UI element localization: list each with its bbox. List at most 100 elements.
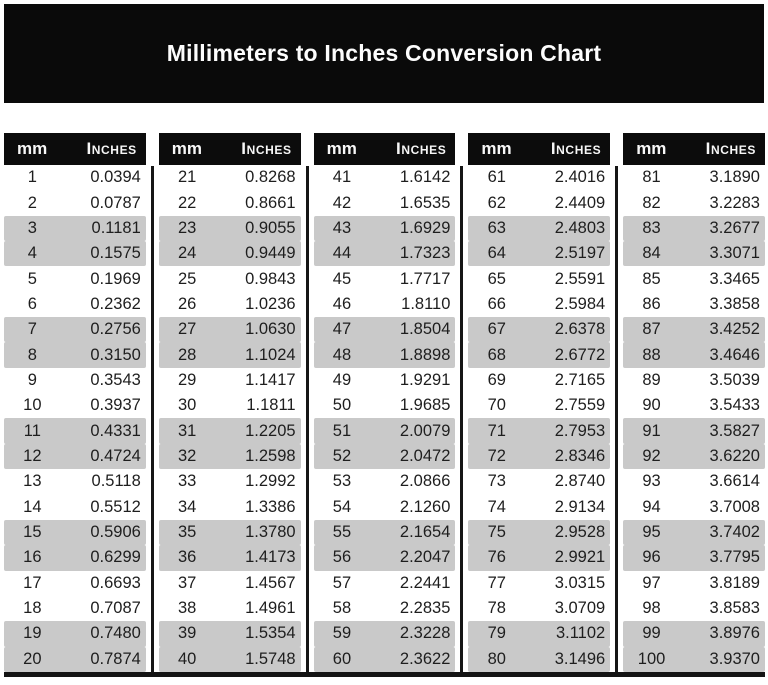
table-row: 85 3.3465 bbox=[623, 266, 765, 291]
rows-group-5: 81 3.1890 82 3.2283 83 3.2677 84 3.3071 85 3.3465… bbox=[623, 165, 765, 672]
inches-value: 3.7402 bbox=[709, 522, 760, 541]
table-row: 96 3.7795 bbox=[623, 545, 765, 571]
table-row: 25 0.9843 bbox=[159, 266, 301, 291]
column-group-1: mm Inches 1 0.0394 2 0.0787 3 0.1181 4 0.1575 5 0… bbox=[4, 133, 146, 672]
table-row: 83 3.2677 bbox=[623, 215, 765, 242]
inches-value: 2.5591 bbox=[554, 269, 606, 288]
mm-value: 58 bbox=[332, 599, 352, 618]
table-row: 37 1.4567 bbox=[159, 571, 301, 596]
inches-value: 0.6299 bbox=[90, 548, 141, 567]
table-row: 63 2.4803 bbox=[468, 215, 611, 242]
table-row: 86 3.3858 bbox=[623, 292, 765, 317]
inches-value: 0.3150 bbox=[90, 345, 141, 364]
mm-value: 15 bbox=[23, 522, 42, 541]
mm-value: 21 bbox=[177, 168, 197, 187]
table-row: 35 1.3780 bbox=[158, 519, 301, 546]
table-row: 13 0.5118 bbox=[4, 469, 146, 494]
inches-value: 3.2283 bbox=[709, 193, 760, 212]
mm-value: 91 bbox=[642, 421, 661, 440]
mm-value: 10 bbox=[23, 396, 42, 415]
table-row: 74 2.9134 bbox=[468, 494, 610, 519]
inches-value: 1.7323 bbox=[399, 244, 451, 263]
mm-value: 88 bbox=[642, 345, 661, 364]
mm-value: 46 bbox=[332, 294, 352, 313]
inches-value: 2.7165 bbox=[554, 370, 606, 389]
mm-header-label: mm bbox=[17, 139, 48, 158]
mm-value: 38 bbox=[177, 599, 197, 618]
mm-value: 99 bbox=[642, 624, 661, 643]
table-row: 14 0.5512 bbox=[4, 494, 146, 519]
inches-value: 2.4016 bbox=[554, 168, 606, 187]
table-row: 4 0.1575 bbox=[4, 241, 146, 267]
inches-value: 0.7874 bbox=[90, 649, 141, 668]
inches-value: 2.9921 bbox=[554, 548, 606, 567]
mm-value: 13 bbox=[23, 472, 42, 491]
table-row: 41 1.6142 bbox=[314, 165, 456, 190]
inches-value: 1.3386 bbox=[245, 497, 296, 516]
table-row: 56 2.2047 bbox=[313, 545, 456, 571]
mm-value: 71 bbox=[487, 421, 506, 440]
mm-value: 79 bbox=[487, 624, 506, 643]
mm-value: 39 bbox=[177, 624, 197, 643]
mm-value: 57 bbox=[332, 573, 352, 592]
table-row: 48 1.8898 bbox=[313, 342, 456, 368]
inches-value: 3.8189 bbox=[709, 573, 760, 592]
inches-value: 3.9370 bbox=[709, 649, 760, 668]
mm-value: 81 bbox=[642, 168, 661, 187]
mm-header-label: mm bbox=[326, 139, 357, 158]
mm-value: 48 bbox=[332, 345, 352, 364]
inches-value: 1.6142 bbox=[399, 168, 451, 187]
inches-value: 1.8110 bbox=[401, 294, 451, 313]
inches-value: 2.6378 bbox=[554, 320, 606, 339]
inches-value: 1.8504 bbox=[399, 320, 451, 339]
table-row: 33 1.2992 bbox=[159, 469, 301, 494]
column-group-2: mm Inches 21 0.8268 22 0.8661 23 0.9055 24 0.94… bbox=[158, 133, 301, 672]
table-row: 11 0.4331 bbox=[4, 418, 146, 444]
mm-value: 72 bbox=[487, 446, 506, 465]
inches-value: 0.1969 bbox=[90, 269, 141, 288]
group-separator bbox=[455, 133, 468, 672]
table-row: 91 3.5827 bbox=[623, 418, 765, 444]
mm-value: 63 bbox=[487, 218, 506, 237]
inches-value: 3.2677 bbox=[709, 218, 760, 237]
inches-value: 1.1024 bbox=[245, 345, 296, 364]
table-row: 94 3.7008 bbox=[623, 494, 765, 519]
mm-value: 55 bbox=[332, 522, 352, 541]
table-row: 12 0.4724 bbox=[4, 443, 146, 470]
mm-value: 28 bbox=[177, 345, 197, 364]
inches-value: 0.2756 bbox=[90, 320, 141, 339]
inches-value: 0.3543 bbox=[90, 370, 141, 389]
inches-value: 3.4646 bbox=[709, 345, 760, 364]
column-group-3: mm Inches 41 1.6142 42 1.6535 43 1.6929 44 1.73… bbox=[313, 133, 456, 672]
table-row: 45 1.7717 bbox=[314, 266, 456, 291]
inches-value: 2.0079 bbox=[399, 421, 451, 440]
inches-value: 2.0866 bbox=[399, 472, 451, 491]
mm-value: 96 bbox=[642, 548, 661, 567]
inches-value: 0.9055 bbox=[245, 218, 296, 237]
table-row: 38 1.4961 bbox=[159, 596, 301, 621]
inches-header-label: Inches bbox=[705, 139, 756, 158]
table-row: 70 2.7559 bbox=[468, 393, 610, 418]
mm-value: 23 bbox=[177, 218, 197, 237]
group-separator bbox=[301, 133, 314, 672]
mm-value: 4 bbox=[27, 244, 37, 263]
rows-group-4: 61 2.4016 62 2.4409 63 2.4803 64 2.5197 65 2.5591… bbox=[468, 165, 611, 672]
column-group-header: mm Inches bbox=[468, 133, 611, 165]
table-row: 65 2.5591 bbox=[468, 266, 610, 291]
table-row: 46 1.8110 bbox=[314, 292, 456, 317]
mm-value: 44 bbox=[332, 244, 352, 263]
inches-header-label: Inches bbox=[86, 139, 137, 158]
inches-value: 1.2992 bbox=[245, 472, 296, 491]
table-row: 87 3.4252 bbox=[623, 317, 765, 343]
mm-value: 33 bbox=[177, 472, 197, 491]
inches-value: 2.9134 bbox=[554, 497, 606, 516]
column-group-header: mm Inches bbox=[158, 133, 301, 165]
inches-value: 1.2205 bbox=[245, 421, 296, 440]
mm-value: 68 bbox=[487, 345, 506, 364]
mm-value: 41 bbox=[332, 168, 352, 187]
mm-value: 49 bbox=[332, 370, 352, 389]
table-row: 98 3.8583 bbox=[623, 596, 765, 621]
table-row: 80 3.1496 bbox=[468, 646, 611, 672]
mm-value: 73 bbox=[487, 472, 506, 491]
